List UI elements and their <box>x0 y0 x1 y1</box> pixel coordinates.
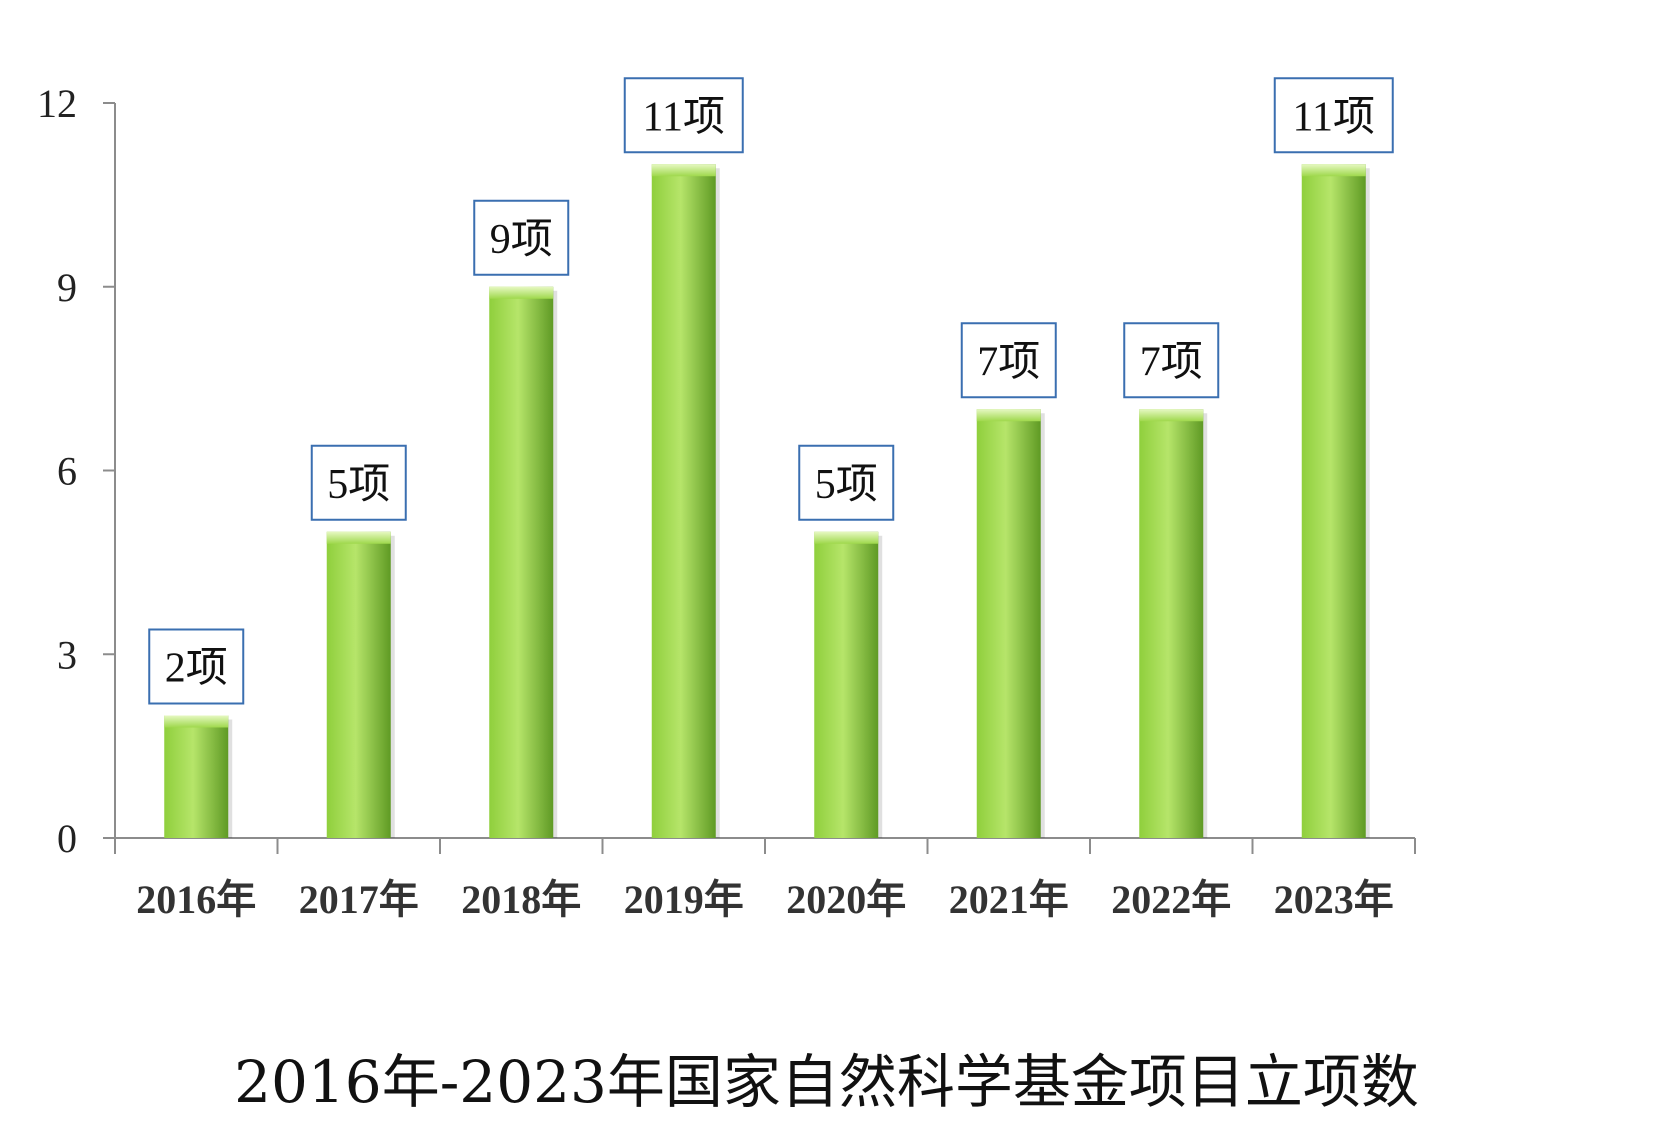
y-tick-label: 3 <box>57 632 77 677</box>
bar-body <box>326 531 391 838</box>
bar-cap <box>814 531 879 544</box>
bar <box>164 715 233 838</box>
bar <box>976 409 1045 838</box>
bars <box>164 164 1370 838</box>
data-label: 5项 <box>798 444 895 521</box>
bar-cap <box>164 715 229 728</box>
data-label-text: 2项 <box>165 646 228 692</box>
bar <box>1301 164 1370 838</box>
y-tick-label: 0 <box>57 816 77 861</box>
x-tick-label: 2023年 <box>1274 877 1394 922</box>
data-label-text: 7项 <box>977 339 1040 385</box>
data-label-text: 9项 <box>490 217 553 263</box>
x-tick-label: 2020年 <box>786 877 906 922</box>
data-label-box <box>623 77 744 154</box>
data-label-box <box>1123 322 1220 399</box>
data-label-text: 5项 <box>327 462 390 508</box>
data-label-box <box>1273 77 1394 154</box>
bar-body <box>489 286 554 838</box>
x-tick-label: 2021年 <box>949 877 1069 922</box>
data-label: 7项 <box>1123 322 1220 399</box>
data-label-text: 5项 <box>815 462 878 508</box>
x-tick-label: 2019年 <box>624 877 744 922</box>
y-tick-label: 6 <box>57 449 77 494</box>
bar-cap <box>1139 409 1204 422</box>
data-labels: 2016年 2项 2017年 5项 2018年 9项 2019年 11项 2020年 5项 2021… <box>136 77 1394 922</box>
data-label-box <box>960 322 1057 399</box>
data-label-text: 11项 <box>1293 94 1375 140</box>
data-label: 11项 <box>623 77 744 154</box>
data-label-box <box>310 444 407 521</box>
bar-cap <box>976 409 1041 422</box>
data-label-text: 7项 <box>1140 339 1203 385</box>
data-label-text: 11项 <box>643 94 725 140</box>
y-tick-label: 9 <box>57 265 77 310</box>
data-label-box <box>473 199 570 276</box>
bar <box>1139 409 1208 838</box>
bar-body <box>164 715 229 838</box>
x-tick-label: 2016年 <box>136 877 256 922</box>
x-tick-label: 2017年 <box>299 877 419 922</box>
bar <box>326 531 395 838</box>
data-label: 7项 <box>960 322 1057 399</box>
bar <box>489 286 558 838</box>
bar-body <box>976 409 1041 838</box>
bar-body <box>1301 164 1366 838</box>
bar-body <box>1139 409 1204 838</box>
chart-title: 2016年-2023年国家自然科学基金项目立项数 <box>234 1048 1419 1116</box>
bar-body <box>651 164 716 838</box>
data-label-box <box>798 444 895 521</box>
data-label: 11项 <box>1273 77 1394 154</box>
bar <box>651 164 720 838</box>
bar-cap <box>651 164 716 177</box>
data-label: 9项 <box>473 199 570 276</box>
x-tick-label: 2018年 <box>461 877 581 922</box>
x-tick-label: 2022年 <box>1111 877 1231 922</box>
data-label: 5项 <box>310 444 407 521</box>
y-tick-label: 12 <box>37 81 77 126</box>
bar-cap <box>489 286 554 299</box>
bar <box>814 531 883 838</box>
bar-cap <box>326 531 391 544</box>
axes: 0 3 6 9 12 <box>37 81 1416 861</box>
data-label: 2项 <box>148 628 245 705</box>
bar-cap <box>1301 164 1366 177</box>
bar-body <box>814 531 879 838</box>
data-label-box <box>148 628 245 705</box>
